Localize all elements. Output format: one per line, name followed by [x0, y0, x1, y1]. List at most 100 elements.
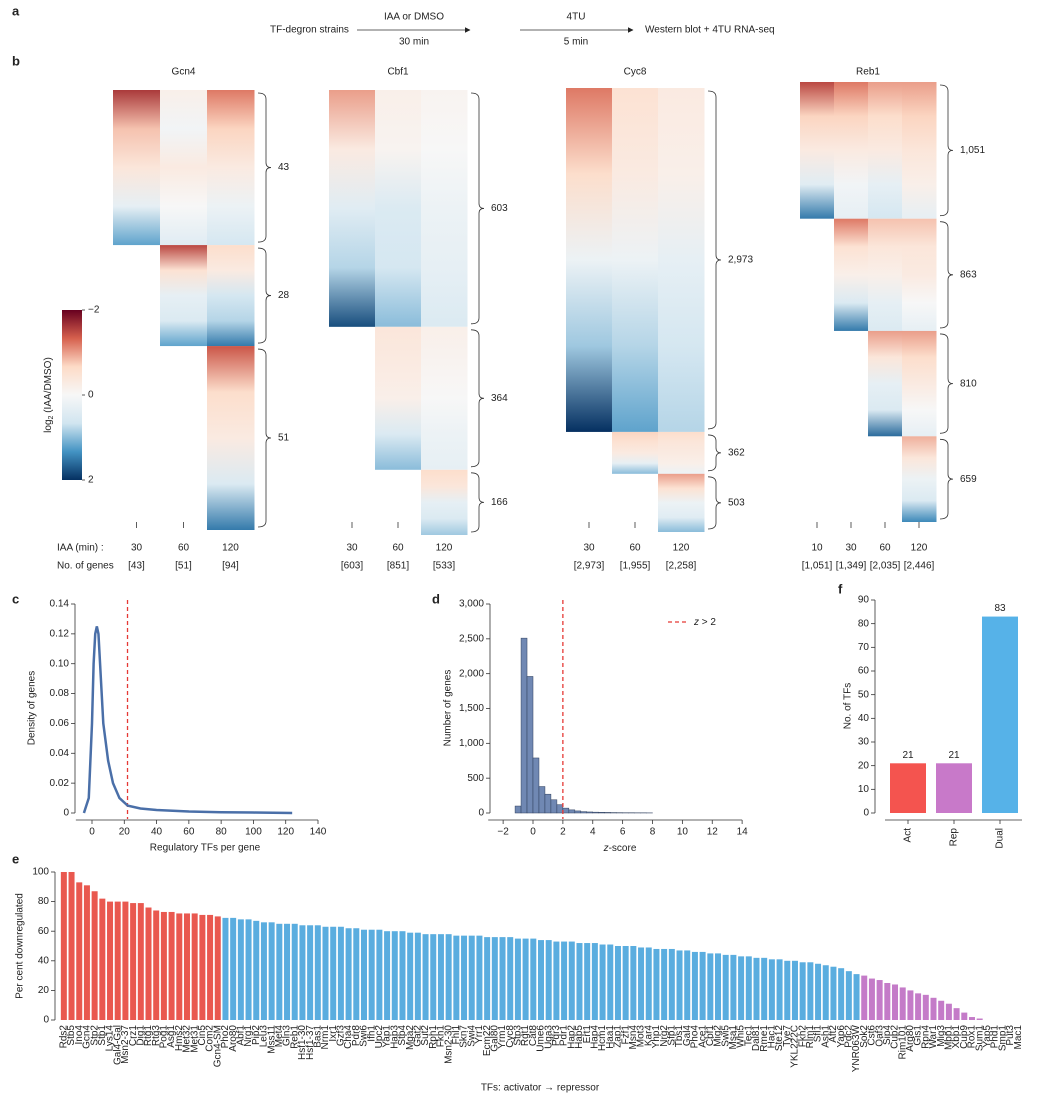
x-tick-label: Nrg2	[659, 1025, 670, 1047]
x-tick-label: 100	[245, 827, 262, 838]
heatmap-cell-block	[834, 82, 869, 219]
bar	[360, 929, 367, 1020]
x-tick-label: Mot3	[636, 1025, 647, 1048]
cluster-label: 28	[278, 290, 290, 301]
gene-count-label: [851]	[387, 561, 409, 572]
bar	[145, 907, 152, 1020]
bar	[953, 1008, 960, 1020]
bar	[399, 931, 406, 1020]
bar	[668, 948, 675, 1020]
bar	[915, 993, 922, 1020]
x-tick-label: Aft2	[828, 1025, 839, 1043]
bar	[422, 934, 429, 1020]
bar	[76, 882, 83, 1020]
heatmap-cell-block	[421, 469, 468, 535]
cluster-bracket	[939, 84, 954, 217]
x-tick-label: Cup9	[959, 1025, 970, 1049]
bar	[976, 1018, 983, 1020]
bar	[107, 901, 114, 1020]
x-tick-label: Pdr1	[559, 1025, 570, 1047]
cluster-label: 362	[728, 448, 745, 459]
histogram-bar	[532, 757, 540, 814]
bar	[437, 934, 444, 1020]
heatmap-cell-block	[902, 82, 937, 219]
cluster-label: 364	[491, 393, 508, 404]
bar	[614, 946, 621, 1020]
histogram-bar	[586, 811, 594, 814]
heatmap-cell-block	[375, 90, 422, 327]
x-tick-label: Tbs1	[674, 1025, 685, 1048]
bar	[353, 928, 360, 1020]
x-tick-label: Mbp1	[944, 1025, 955, 1050]
x-tick-label: Swi5	[720, 1025, 731, 1047]
x-tick-label: Asg1	[166, 1025, 177, 1048]
gene-count-label: [51]	[175, 561, 192, 572]
x-tick-label: Cat8	[528, 1025, 539, 1047]
x-tick-label: Aro80	[228, 1025, 239, 1052]
bar	[890, 763, 926, 813]
heatmap-cell-block	[207, 346, 255, 530]
x-tick-label: War1	[928, 1025, 939, 1049]
x-tick-label: Bas1	[312, 1025, 323, 1048]
bar	[815, 963, 822, 1020]
bar	[153, 910, 160, 1020]
x-tick-label: Hap2	[566, 1025, 577, 1049]
y-tick-label: 0	[863, 808, 869, 819]
bar	[707, 953, 714, 1020]
x-tick-label: Ecm22	[482, 1025, 493, 1057]
cluster-bracket	[470, 92, 485, 325]
x-tick-label: Crz1	[128, 1025, 139, 1047]
y-tick-label: 0.12	[50, 628, 70, 639]
colorbar-label: log2 (IAA/DMSO)	[43, 357, 55, 433]
bar	[753, 957, 760, 1020]
x-tick-label: Arg80	[905, 1025, 916, 1052]
bar	[907, 990, 914, 1020]
x-tick-label: Rph1	[428, 1025, 439, 1049]
x-tick-label: Hsf1-37	[305, 1025, 316, 1060]
heatmap-title: Cbf1	[387, 67, 409, 78]
y-tick-label: 90	[858, 595, 870, 606]
histogram-bar	[538, 786, 546, 814]
workflow-step: IAA or DMSO	[384, 12, 444, 23]
x-tick-label: Dig1	[135, 1025, 146, 1046]
x-tick-label: Fkh1	[436, 1025, 447, 1048]
bar	[738, 956, 745, 1020]
bar	[868, 978, 875, 1020]
heatmap-cell-block	[375, 326, 422, 470]
x-tick-label: Ifh1	[366, 1025, 377, 1042]
x-tick-label: Mss11	[266, 1025, 277, 1054]
x-tick-label: Mac1	[1013, 1025, 1024, 1050]
bar	[476, 935, 483, 1020]
bar	[430, 934, 437, 1020]
heatmap-cell-block	[902, 436, 937, 522]
x-tick-label: Yhp1	[651, 1025, 662, 1049]
y-tick-label: 40	[38, 955, 50, 966]
colorbar	[62, 310, 82, 480]
heatmap-cell-block	[612, 431, 659, 474]
x-tick-label: Swi4	[466, 1025, 477, 1047]
bar	[545, 940, 552, 1020]
heatmap-title: Cyc8	[624, 67, 647, 78]
x-tick-label: 140	[310, 827, 327, 838]
cluster-bracket	[707, 434, 722, 472]
cluster-label: 659	[960, 474, 977, 485]
heatmap-cell-block	[612, 88, 659, 432]
x-tick-label: Lys14	[105, 1025, 116, 1052]
y-axis-label: No. of TFs	[843, 683, 854, 730]
x-tick-label: Mig2	[713, 1025, 724, 1047]
gene-count-label: [43]	[128, 561, 145, 572]
heatmap-cell-block	[658, 88, 705, 432]
bar	[838, 968, 845, 1020]
bar	[337, 926, 344, 1020]
bar	[607, 944, 614, 1020]
x-tick-label: Sip4	[882, 1025, 893, 1045]
x-tick-label: Fhl1	[451, 1025, 462, 1045]
timepoint-label: 60	[392, 543, 404, 554]
workflow-step: 4TU	[567, 12, 586, 23]
x-tick-label: Xbp1	[951, 1025, 962, 1049]
bar	[122, 901, 129, 1020]
timepoint-label: 60	[879, 543, 891, 554]
cluster-bracket	[257, 247, 272, 344]
workflow-step: 30 min	[399, 37, 429, 48]
x-tick-label: Leu3	[259, 1025, 270, 1048]
